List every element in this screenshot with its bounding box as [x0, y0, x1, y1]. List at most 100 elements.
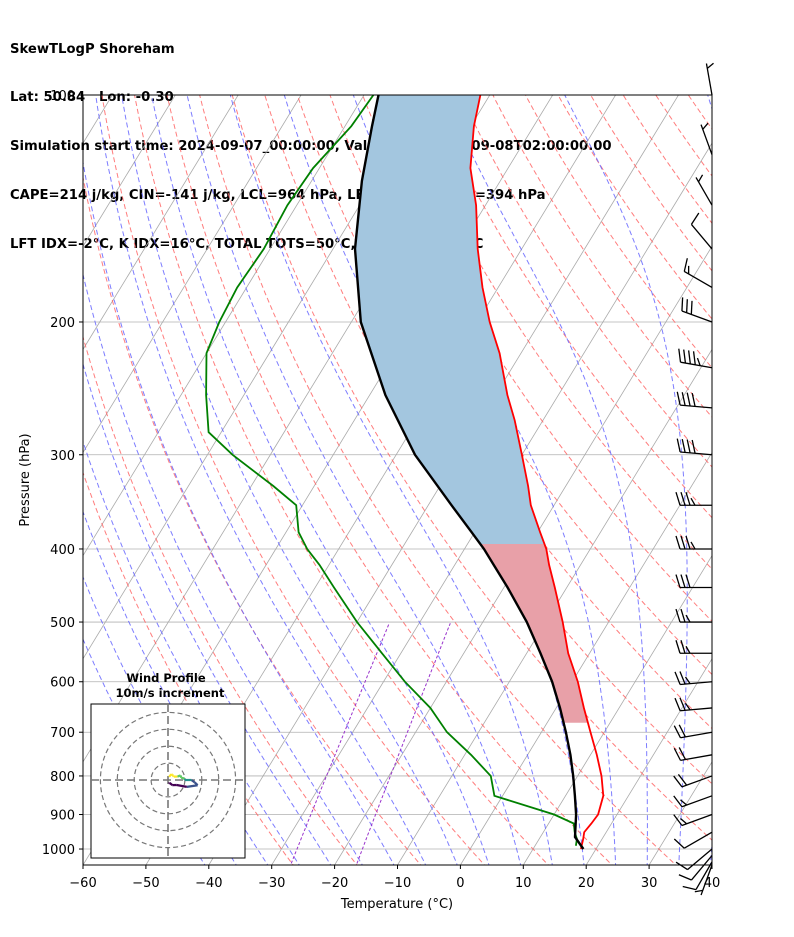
barb-staff [690, 223, 713, 250]
isotherm-line [83, 95, 239, 351]
wind-barb [673, 747, 713, 762]
barb-staff [680, 731, 713, 739]
barb-staff [687, 848, 713, 871]
wind-barb [675, 492, 712, 506]
barb-feather [702, 122, 709, 130]
x-tick-label: −60 [69, 876, 96, 891]
barb-feather [682, 885, 697, 891]
dry-adiabat-line [264, 95, 712, 785]
wind-barb [695, 174, 713, 206]
cin-area [480, 544, 588, 723]
isotherm-line [648, 761, 712, 865]
x-tick-label: 0 [456, 876, 464, 891]
isotherm-line [397, 348, 712, 865]
moist-adiabat-line [186, 95, 522, 865]
barb-feather [690, 541, 696, 550]
barb-feather [677, 773, 688, 786]
x-tick-label: 40 [704, 876, 721, 891]
barb-feather [681, 438, 686, 453]
wind-barb [700, 122, 713, 155]
barb-staff [680, 681, 713, 686]
barb-feather [685, 299, 688, 313]
wind-barb [683, 258, 713, 289]
moist-adiabat-line [83, 362, 332, 865]
barb-feather [685, 492, 691, 506]
y-axis-label: Pressure (hPa) [18, 433, 33, 526]
mixing-ratio-line [290, 623, 390, 865]
x-tick-label: 20 [578, 876, 595, 891]
y-tick-label: 200 [50, 316, 75, 331]
barb-staff [681, 310, 713, 323]
hodograph-trace [172, 775, 175, 778]
barb-feather [684, 702, 691, 711]
barb-feather [681, 392, 686, 406]
dry-adiabat-line [83, 471, 294, 865]
wind-barb [676, 438, 713, 456]
barb-feather [674, 671, 681, 685]
y-tick-label: 100 [50, 89, 75, 104]
dry-adiabat-line [133, 95, 549, 865]
hodograph-trace [171, 774, 174, 777]
barb-staff [695, 861, 713, 890]
x-tick-label: −40 [195, 876, 222, 891]
moist-adiabat-line [707, 95, 712, 865]
barb-feather [680, 535, 686, 550]
barb-staff [680, 451, 713, 456]
y-tick-label: 1000 [42, 843, 75, 858]
header-location: Lat: 50.84 Lon: -0.30 [10, 90, 174, 106]
moist-adiabat-line [151, 95, 490, 865]
x-tick-label: −20 [321, 876, 348, 891]
header-indices-1: CAPE=214 j/kg, CIN=-141 j/kg, LCL=964 hP… [10, 188, 546, 204]
barb-feather [675, 492, 681, 506]
barb-staff [683, 270, 713, 289]
moist-adiabat-line [443, 95, 648, 865]
y-tick-label: 700 [50, 726, 75, 741]
temperature-line [469, 95, 605, 850]
barb-feather [678, 747, 686, 760]
wind-barb [675, 535, 712, 550]
dry-adiabat-line [83, 175, 422, 865]
y-tick-label: 400 [50, 543, 75, 558]
wind-barb [675, 608, 712, 623]
axis-ticks: −60 −50 −40 −30 −20 −10 0 10 20 30 40 100 200 300 400 5… [42, 89, 720, 891]
barb-feather [678, 348, 682, 363]
moist-adiabat-line [83, 159, 395, 865]
x-tick-label: −50 [132, 876, 159, 891]
wind-barb [678, 348, 713, 369]
barb-feather [686, 439, 691, 453]
isotherm-line [585, 658, 712, 865]
moist-adiabat-line [742, 68, 794, 868]
hodograph-trace [193, 781, 199, 787]
barb-feather [691, 439, 696, 454]
moist-adiabat-line [229, 95, 553, 865]
barb-feather [678, 724, 686, 738]
wind-barb [694, 864, 713, 896]
hodograph-trace [177, 774, 181, 778]
x-tick-label: −30 [258, 876, 285, 891]
y-tick-label: 800 [50, 770, 75, 785]
isotherm-line [459, 451, 712, 865]
moist-adiabat-line [352, 95, 617, 865]
barb-feather [680, 799, 688, 806]
barb-feather [697, 174, 704, 183]
moist-adiabat-line [83, 440, 300, 865]
isotherm-line [334, 245, 712, 865]
barb-staff [705, 63, 713, 96]
barb-feather [673, 725, 682, 739]
hodograph-trace [176, 783, 188, 788]
wind-barb [675, 848, 713, 871]
wind-barb [682, 861, 713, 891]
profile-lines [205, 95, 605, 850]
moist-adiabat-line [83, 272, 363, 865]
dry-adiabat-line [524, 95, 712, 369]
x-axis-label: Temperature (°C) [340, 897, 453, 912]
isotherm-line [83, 95, 176, 248]
wind-barb [705, 62, 714, 96]
barb-feather [691, 392, 696, 407]
wind-barb [674, 697, 713, 712]
barb-feather [679, 697, 686, 711]
barb-feather [680, 492, 686, 506]
barb-staff [700, 124, 713, 155]
barb-feather [673, 838, 685, 849]
wind-barb [675, 640, 712, 654]
